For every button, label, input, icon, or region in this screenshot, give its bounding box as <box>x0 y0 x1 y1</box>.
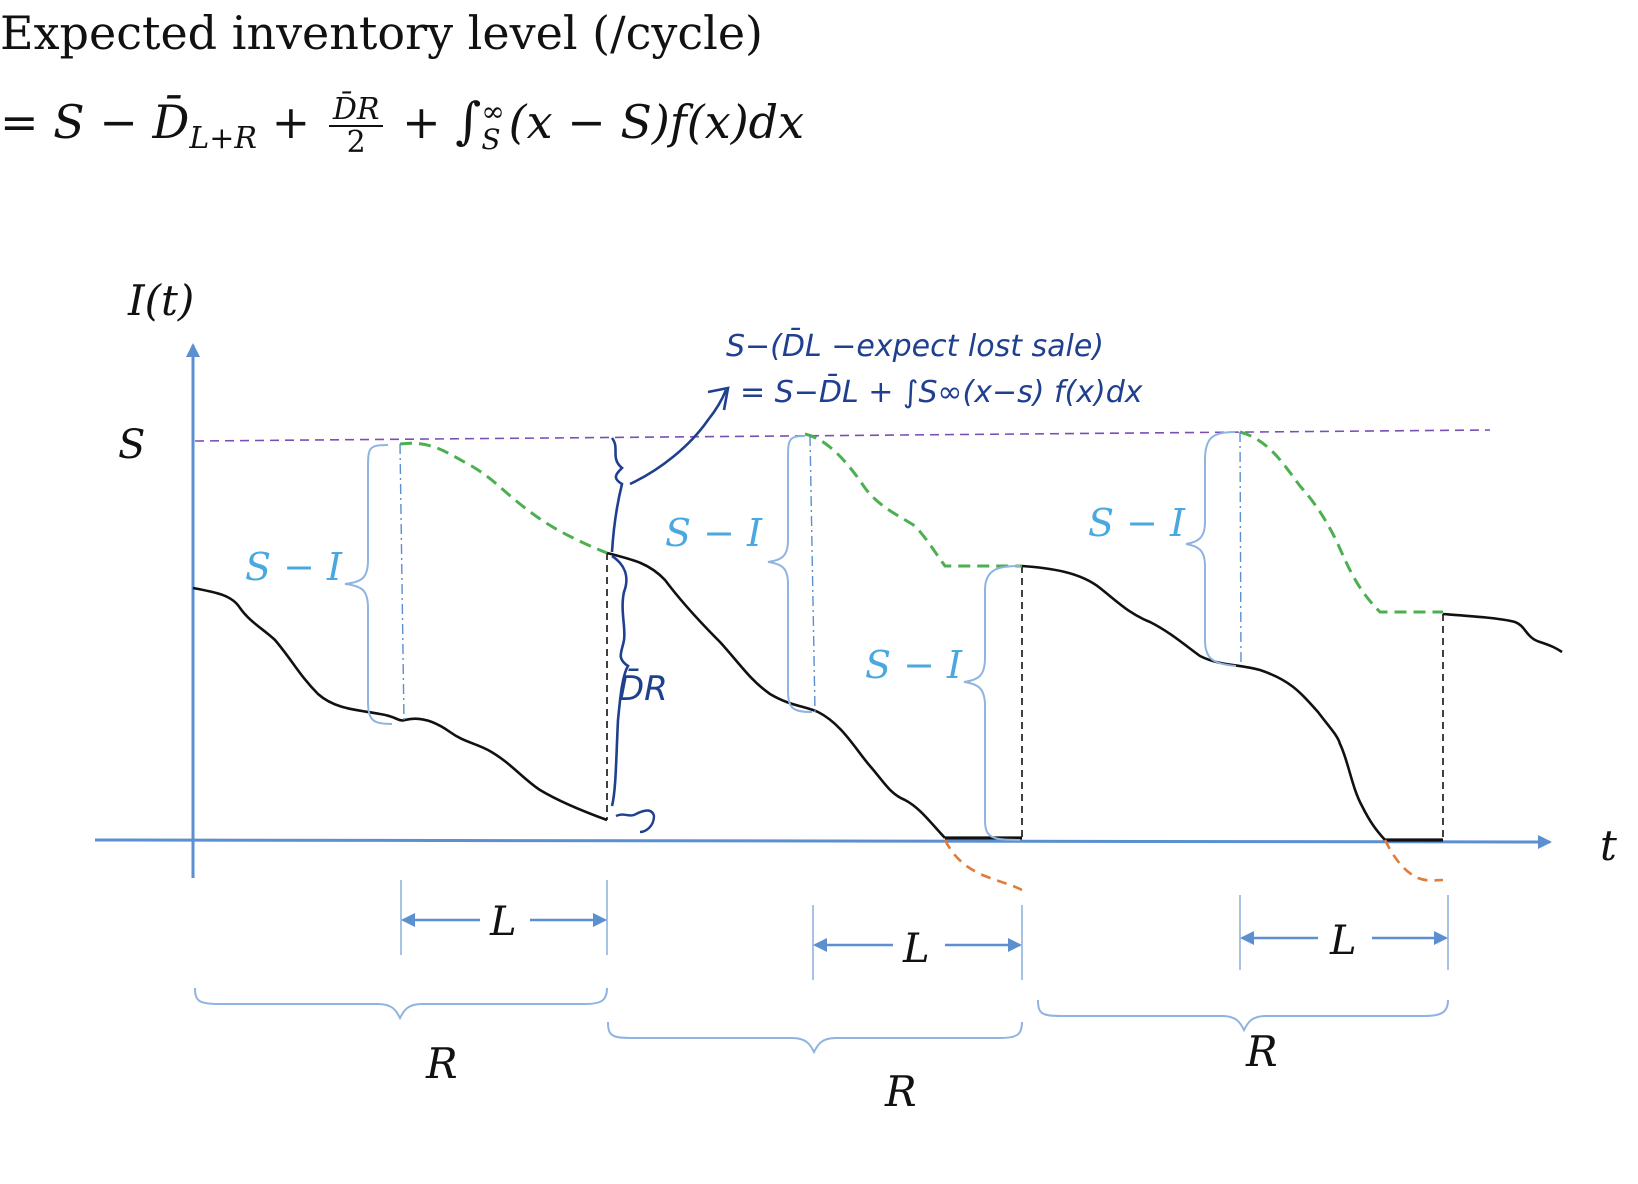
review-brace-3 <box>1037 999 1449 1033</box>
formula-expression: = S − D̄L+R + D̄R 2 + ∫ ∞ S (x − S)f(x)dx <box>0 92 804 159</box>
handwritten-note-line-2: = S−D̄L + ∫S∞(x−s) f(x)dx <box>740 374 1143 410</box>
s-minus-i-label-2: S − I <box>665 511 763 555</box>
handwritten-arrow <box>629 386 730 486</box>
handwritten-note-line-1: S−(D̄L −expect lost sale) <box>726 328 1104 364</box>
review-label-3: R <box>1245 1027 1278 1076</box>
order-up-to-curve-2 <box>804 432 1022 568</box>
formula-plus2: + <box>387 95 456 149</box>
s-minus-i-label-1: S − I <box>245 545 343 589</box>
x-axis <box>94 834 1552 849</box>
inventory-curve-cycle-3 <box>1021 564 1386 841</box>
formula-subscript: L+R <box>189 121 258 156</box>
integral-limits: ∞ S <box>481 98 504 154</box>
lost-sales-curve-1 <box>943 839 1023 892</box>
integral-upper: ∞ <box>481 95 505 128</box>
handwritten-brace-top <box>610 437 624 553</box>
order-up-to-curve-3 <box>1239 430 1443 614</box>
integral-sign: ∫ <box>455 92 482 150</box>
review-brace-2 <box>607 1021 1023 1055</box>
review-label-1: R <box>425 1039 458 1088</box>
formula-fraction: D̄R 2 <box>328 93 384 160</box>
formula-title: Expected inventory level (/cycle) <box>0 6 763 60</box>
review-label-2: R <box>884 1067 917 1116</box>
s-minus-i-brace-3 <box>963 565 1021 841</box>
formula-frac-num: D̄R <box>328 93 384 127</box>
s-minus-i-brace-1 <box>344 444 393 725</box>
handwritten-brace-bottom <box>610 554 630 807</box>
order-time-line-3 <box>1239 431 1242 667</box>
s-minus-i-label-3: S − I <box>865 643 963 687</box>
formula-eq: = S − <box>0 95 153 149</box>
lead-time-label-3: L <box>1329 918 1357 964</box>
formula-dbar: D̄ <box>152 95 190 149</box>
lost-sales-curve-2 <box>1383 839 1444 882</box>
y-axis-label: I(t) <box>127 276 194 325</box>
s-minus-i-label-4: S − I <box>1088 501 1186 545</box>
s-minus-i-brace-4 <box>1185 431 1237 667</box>
lead-time-label-2: L <box>902 926 930 972</box>
s-level-label: S <box>118 422 145 468</box>
integral-lower: S <box>481 123 501 156</box>
handwritten-squiggle <box>615 809 656 834</box>
lead-time-label-1: L <box>489 899 517 945</box>
order-time-line-1 <box>399 443 405 723</box>
formula-frac-den: 2 <box>346 125 366 160</box>
handwritten-dbar-r: D̄R <box>618 668 668 709</box>
inventory-curve-cycle-4 <box>1442 612 1563 654</box>
formula-integrand: (x − S)f(x)dx <box>508 95 805 149</box>
inventory-curve-cycle-2 <box>606 551 946 839</box>
review-brace-1 <box>194 987 608 1021</box>
formula-plus1: + <box>257 95 325 149</box>
x-axis-label: t <box>1600 821 1617 870</box>
s-level-line <box>194 429 1491 442</box>
order-time-line-2 <box>809 435 816 713</box>
inventory-curve-cycle-1 <box>192 586 608 822</box>
s-minus-i-brace-2 <box>767 435 813 713</box>
order-up-to-curve-1 <box>399 441 608 555</box>
